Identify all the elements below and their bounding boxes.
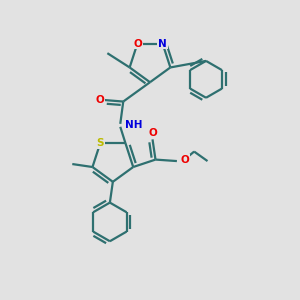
Text: S: S xyxy=(97,138,104,148)
Text: O: O xyxy=(148,128,157,138)
Text: N: N xyxy=(158,38,167,49)
Text: NH: NH xyxy=(125,120,142,130)
Text: O: O xyxy=(133,38,142,49)
Text: O: O xyxy=(96,95,104,105)
Text: O: O xyxy=(181,155,189,165)
